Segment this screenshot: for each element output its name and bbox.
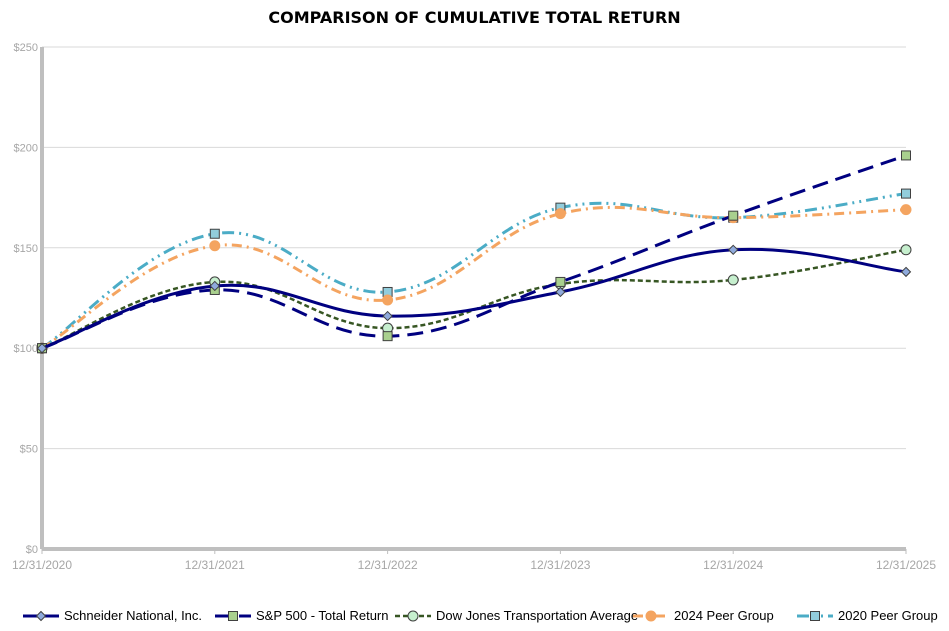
legend-marker	[645, 610, 657, 621]
x-tick-label: 12/31/2023	[530, 558, 590, 572]
series-0	[36, 244, 912, 354]
legend-label: S&P 500 - Total Return	[256, 608, 389, 623]
y-tick-label: $200	[14, 142, 38, 154]
data-point	[727, 244, 739, 256]
x-tick-label: 12/31/2025	[876, 558, 936, 572]
series-line	[41, 154, 907, 350]
y-tick-label: $0	[26, 544, 38, 556]
data-point	[36, 342, 48, 354]
data-point	[209, 228, 220, 239]
data-point	[901, 188, 911, 199]
series-line	[41, 247, 907, 350]
data-point	[900, 266, 912, 278]
series-2	[36, 244, 912, 354]
data-point	[209, 280, 221, 292]
x-tick-label: 12/31/2021	[185, 558, 245, 572]
x-tick-label: 12/31/2024	[703, 558, 763, 572]
data-point	[382, 310, 393, 322]
legend-swatch	[797, 610, 833, 621]
legend-marker	[228, 610, 238, 621]
legend-label: 2020 Peer Group	[838, 608, 938, 623]
legend-swatch	[215, 610, 251, 621]
axes: $0 $50 $100 $150 $200 $250 12/31/2020 12/31/202…	[12, 42, 936, 572]
y-tick-label: $50	[20, 444, 38, 456]
data-point	[727, 274, 739, 286]
data-point	[555, 276, 566, 287]
legend-item: S&P 500 - Total Return	[214, 608, 389, 623]
gridlines	[42, 46, 906, 450]
data-point	[209, 240, 221, 252]
data-point	[554, 208, 566, 220]
series-line	[41, 248, 907, 350]
legend: Schneider National, Inc. S&P 500 - Total …	[0, 608, 949, 628]
data-point	[382, 331, 393, 342]
legend-swatch	[395, 610, 431, 621]
legend-label: Schneider National, Inc.	[64, 608, 203, 623]
data-point	[901, 150, 911, 161]
legend-marker	[35, 610, 47, 621]
legend-item: 2020 Peer Group	[796, 608, 938, 623]
legend-label: 2024 Peer Group	[674, 608, 774, 623]
legend-item: Dow Jones Transportation Average	[394, 608, 638, 623]
series-3	[36, 204, 912, 354]
legend-label: Dow Jones Transportation Average	[436, 608, 639, 623]
legend-item: 2024 Peer Group	[632, 608, 774, 623]
x-tick-label: 12/31/2020	[12, 558, 72, 572]
data-point	[728, 210, 739, 221]
legend-marker	[407, 610, 419, 621]
legend-item: Schneider National, Inc.	[22, 608, 202, 623]
legend-marker	[810, 610, 820, 621]
chart-title: COMPARISON OF CUMULATIVE TOTAL RETURN	[268, 8, 681, 27]
series-4	[37, 188, 911, 354]
data-point	[900, 204, 912, 216]
data-point	[900, 244, 912, 256]
x-tick-label: 12/31/2022	[358, 558, 418, 572]
data-point	[555, 286, 566, 298]
y-tick-label: $100	[14, 343, 38, 355]
series-line	[41, 205, 907, 350]
legend-swatch	[23, 610, 59, 621]
data-point	[382, 294, 394, 306]
y-tick-label: $150	[14, 243, 38, 255]
series-group	[36, 150, 912, 354]
y-tick-label: $250	[14, 42, 38, 54]
legend-swatch	[633, 610, 669, 621]
